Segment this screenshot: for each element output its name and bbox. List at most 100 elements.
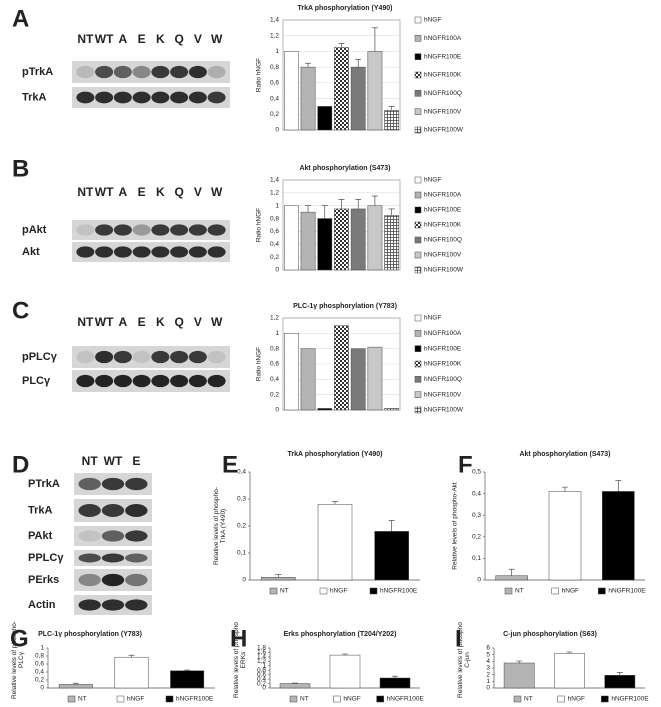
band — [188, 246, 207, 258]
band — [76, 350, 95, 364]
error-bar — [338, 43, 345, 48]
bar — [554, 653, 585, 689]
bar — [170, 670, 205, 689]
chart-title: Akt phosphorylation (S473) — [299, 165, 390, 172]
band — [151, 374, 170, 388]
error-bar — [355, 198, 362, 209]
band — [78, 530, 101, 542]
chart-title: TrkA phosphorylation (Y490) — [297, 5, 392, 12]
y-tick-label: 0,2 — [35, 677, 44, 684]
band — [132, 246, 151, 258]
band — [76, 65, 95, 79]
y-tick-label: 0 — [275, 407, 279, 414]
band — [76, 374, 95, 388]
y-axis-label: Ratio hNGF — [256, 347, 263, 381]
legend-label: NT — [280, 588, 289, 595]
error-bar — [342, 653, 348, 656]
bar — [300, 211, 316, 271]
bar — [350, 348, 366, 411]
y-tick-label: 1,2 — [270, 32, 279, 39]
legend-swatch — [414, 35, 422, 42]
bar — [350, 208, 366, 271]
lane-label: K — [156, 32, 165, 46]
y-tick-label: 0,8 — [270, 215, 279, 222]
band — [76, 246, 95, 258]
panel-letter: B — [12, 155, 29, 182]
bar — [384, 215, 399, 271]
band — [113, 246, 132, 258]
legend-swatch — [414, 251, 422, 259]
error-bar — [566, 651, 573, 654]
band — [76, 224, 95, 236]
bar — [284, 205, 299, 271]
band — [125, 599, 148, 611]
lane-label: V — [194, 315, 202, 329]
y-tick-label: 1,2 — [270, 315, 279, 322]
legend-label: NT — [515, 588, 524, 595]
y-tick-label: 1 — [275, 202, 279, 209]
bar — [334, 325, 349, 411]
lane-label: W — [211, 32, 223, 46]
bar — [367, 346, 383, 411]
legend-label: hNGFR100E — [424, 53, 462, 60]
y-tick-label: 1 — [275, 330, 279, 337]
y-tick-label: 1,2 — [270, 190, 279, 197]
legend-swatch — [414, 406, 422, 414]
legend-swatch — [601, 695, 609, 703]
legend-swatch — [116, 695, 125, 703]
band — [78, 573, 101, 587]
y-tick-label: 6 — [486, 645, 490, 652]
band — [95, 91, 114, 104]
y-tick-label: 0 — [275, 127, 279, 134]
legend-swatch — [269, 587, 278, 595]
legend-label: hNGF — [343, 696, 360, 703]
band — [170, 246, 189, 258]
legend-swatch — [414, 71, 422, 79]
blot-background — [72, 87, 230, 108]
bar — [379, 677, 411, 689]
legend-swatch — [598, 587, 606, 595]
y-tick-label: 0,4 — [270, 95, 279, 102]
y-tick-label: 1 — [486, 678, 490, 685]
y-tick-label: 0,6 — [270, 228, 279, 235]
y-tick-label: 0,4 — [257, 676, 266, 683]
band — [132, 91, 151, 104]
legend-swatch — [165, 695, 174, 703]
y-tick-label: 0 — [477, 577, 481, 584]
error-bar — [615, 480, 622, 492]
y-axis-label: PLCγ — [18, 651, 25, 668]
legend-swatch — [414, 176, 422, 184]
y-tick-label: 0 — [242, 577, 246, 584]
band — [125, 477, 148, 491]
band — [113, 91, 132, 104]
legend-swatch — [289, 695, 298, 703]
y-tick-label: 0 — [275, 267, 279, 274]
legend-label: hNGFR100A — [424, 192, 462, 199]
legend-swatch — [376, 695, 384, 703]
band — [151, 246, 170, 258]
legend-swatch — [414, 126, 422, 134]
row-label: PPLCγ — [28, 552, 64, 564]
legend-label: hNGFR100E — [387, 696, 425, 703]
y-axis-label: Ratio hNGF — [256, 208, 263, 242]
lane-label: V — [194, 185, 202, 199]
y-axis-label: Relative levels of phospho- — [11, 621, 18, 699]
legend-label: hNGFR100E — [611, 696, 649, 703]
bar — [495, 575, 528, 581]
legend-swatch — [414, 330, 422, 337]
bar — [261, 577, 296, 581]
y-tick-label: 0,2 — [472, 534, 481, 541]
panel-letter: G — [10, 625, 29, 652]
panel-letter: I — [455, 625, 462, 652]
y-tick-label: 0,2 — [270, 111, 279, 118]
chart-title: Erks phosphorylation (T204/Y202) — [284, 631, 397, 638]
bar — [350, 66, 366, 131]
panel-letter: C — [12, 297, 29, 324]
bar — [317, 106, 333, 131]
legend-label: hNGFR100V — [424, 391, 462, 398]
band — [113, 350, 132, 364]
y-axis-label: ERKs — [240, 651, 247, 668]
legend-label: hNGF — [127, 696, 144, 703]
legend-label: hNGF — [424, 177, 441, 184]
band — [207, 224, 226, 236]
